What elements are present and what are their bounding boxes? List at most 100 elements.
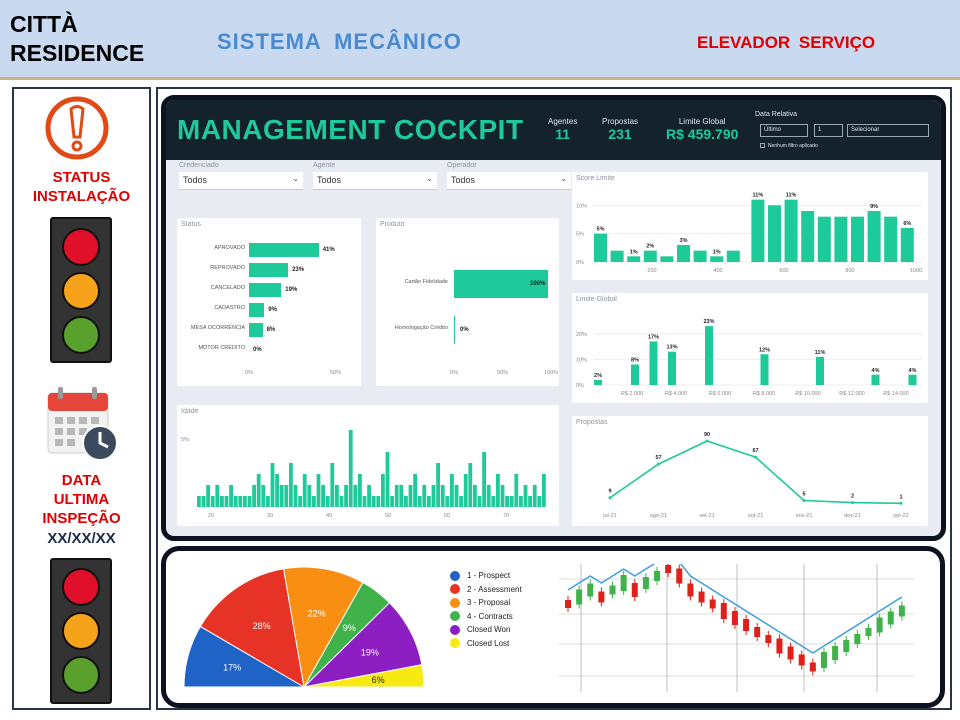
idade-bar [509,496,514,507]
idade-bar [256,474,261,507]
idade-bar [289,463,293,507]
x-tick-label: 50% [330,370,342,376]
y-tick-label: 0% [576,260,584,266]
score-bar [751,199,765,262]
idade-bar [371,496,376,507]
filter-credenciado[interactable]: Credenciado Todos ⌄ [179,162,303,190]
idade-bar [210,496,215,507]
idade-bar [316,474,321,507]
pie-slice [199,568,305,688]
idade-bar [252,485,256,507]
produto-bar-value: 100% [530,281,546,287]
x-tick-label: R$ 14.000 [883,391,908,397]
filter-select[interactable]: Todos ⌄ [447,172,571,190]
chart-title: Produto [380,221,405,228]
idade-bar [284,485,289,507]
idade-bar [215,485,220,507]
idade-bar [270,463,275,507]
checkbox-label: Nenhum filtro aplicado [768,143,818,149]
filter-select[interactable]: Todos ⌄ [313,172,437,190]
candle-body [865,628,872,636]
produto-bar-value: 0% [460,327,469,333]
idade-bar [537,496,542,507]
legend-label: 4 - Contracts [467,611,513,621]
limite-bar-label: 4% [909,368,917,374]
x-tick-label: 100% [544,370,559,376]
idade-bar [440,485,445,507]
pie-slice [303,664,425,688]
idade-bar [307,485,312,507]
candle-body [798,654,805,666]
filter-operador[interactable]: Operador Todos ⌄ [447,162,571,190]
idade-bar [385,452,390,507]
propostas-point-label: 67 [752,448,758,454]
y-tick-label: 0% [576,383,584,389]
date-label-1: DATA [61,472,102,489]
date-unit-select[interactable]: Selecionar [847,124,929,137]
filter-select[interactable]: Todos ⌄ [179,172,303,190]
candle-body [642,577,649,589]
x-tick-label: 60 [444,513,450,519]
status-bar-label: MESA OCORRÊNCIA [190,325,245,331]
propostas-point [754,455,757,459]
limite-bar-label: 8% [631,358,639,364]
y-tick-label: 10% [576,357,587,363]
score-bar [768,205,781,262]
brand-line-2: RESIDENCE [10,40,145,66]
pie-slice [282,566,364,689]
limite-bar [816,356,824,385]
score-bar [594,233,607,262]
date-count-input[interactable]: 1 [814,124,843,137]
date-period-select[interactable]: Último [760,124,808,137]
y-tick-label: 10% [576,203,587,209]
idade-bar [381,474,385,507]
status-bar-value: 9% [268,307,277,313]
green-lamp [62,656,100,694]
pie-slice-label: 28% [253,621,271,631]
candle-body [620,575,627,591]
limite-global-chart: 0% 10% 20% 2% 8% 17% 13% 23% 12% 11% 4% 4% R$ 2.000 R… [576,319,922,397]
idade-bar [197,496,201,507]
propostas-point [802,499,806,502]
limite-bar [760,354,769,385]
filter-agente[interactable]: Agente Todos ⌄ [313,162,437,190]
date-label-2: ULTIMA [53,491,110,508]
x-tick-label: R$ 4.000 [665,391,687,397]
brand-line-1: CITTÀ [10,11,78,37]
x-tick-label: 200 [647,268,656,274]
status-bar-value: 19% [285,287,298,293]
score-bar [834,216,848,262]
x-tick-label: R$ 8.000 [753,391,775,397]
legend-dot-icon [450,570,460,581]
idade-bar [532,485,537,507]
idade-bar [206,485,210,507]
candle-body [787,646,794,660]
candle-body [665,565,672,573]
status-bar [249,243,319,257]
limite-bar-label: 17% [648,334,659,340]
idade-bar [233,496,238,507]
idade-bar [312,496,316,507]
candle-body [876,617,883,633]
produto-bar [454,270,548,298]
x-tick-label: R$ 2.000 [621,391,643,397]
candle-body [676,568,683,584]
score-bar [726,250,740,262]
x-tick-label: 0% [450,370,458,376]
idade-bar [542,474,546,507]
x-tick-label: 30 [267,513,273,519]
score-bar [867,211,881,262]
no-filter-checkbox[interactable]: Nenhum filtro aplicado [760,143,818,149]
chart-title: Status [181,221,201,228]
score-bar [710,256,724,262]
idade-bar [247,496,252,507]
limite-bar [871,374,880,385]
pie-slice-label: 19% [361,648,379,658]
idade-bar [519,496,523,507]
idade-bar [344,485,348,507]
legend-item: 3 - Proposal [450,596,522,610]
idade-bar [477,496,482,507]
propostas-point-label: 2 [851,494,854,500]
idade-bar [427,496,431,507]
x-tick-label: 0% [245,370,253,376]
